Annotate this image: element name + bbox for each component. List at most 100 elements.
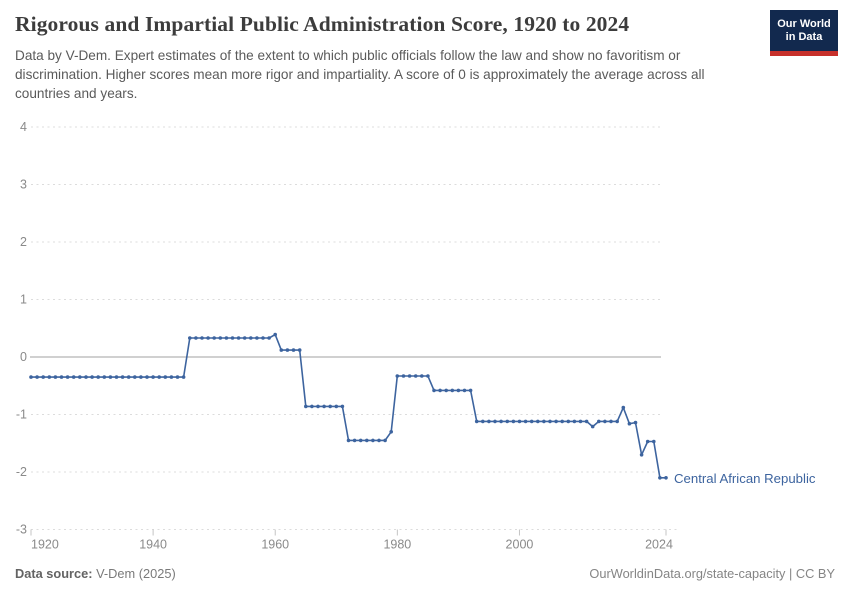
data-point-1928 <box>78 375 82 379</box>
data-point-2001 <box>523 419 528 424</box>
data-point-2023 <box>658 476 662 480</box>
data-point-1931 <box>96 375 100 379</box>
data-point-2017 <box>621 405 626 410</box>
data-point-1933 <box>108 375 113 379</box>
data-point-1994 <box>481 419 485 424</box>
data-point-1953 <box>230 336 235 340</box>
data-point-2003 <box>536 419 540 424</box>
data-point-2008 <box>566 419 571 424</box>
owid-logo[interactable]: Our World in Data <box>770 10 838 56</box>
data-point-1930 <box>90 375 94 379</box>
data-point-1947 <box>194 336 198 340</box>
data-point-1973 <box>352 438 357 443</box>
data-point-1921 <box>35 375 39 379</box>
data-point-2007 <box>560 419 564 424</box>
data-point-1948 <box>200 336 204 340</box>
data-point-1944 <box>175 375 180 379</box>
data-point-1992 <box>468 388 473 393</box>
data-point-1955 <box>242 336 247 340</box>
data-point-2021 <box>645 439 650 444</box>
data-point-1996 <box>493 419 497 424</box>
data-point-1983 <box>413 374 418 378</box>
data-point-1959 <box>267 336 271 340</box>
x-axis-label-1960: 1960 <box>261 538 289 552</box>
data-point-1988 <box>444 388 449 393</box>
data-point-1968 <box>322 404 326 409</box>
data-point-1978 <box>383 438 387 443</box>
data-point-2006 <box>554 419 558 424</box>
data-point-1972 <box>346 438 351 443</box>
chart-plot: 4 3 2 1 0 -1 -2 -3 1920 1940 1960 1980 2000 2024 Centr… <box>16 120 816 552</box>
data-point-1936 <box>126 375 131 379</box>
x-axis-label-1980: 1980 <box>383 538 411 552</box>
data-point-2018 <box>627 421 632 426</box>
data-point-1989 <box>450 388 455 393</box>
series-line-central-african-republic[interactable] <box>31 333 666 479</box>
data-point-1980 <box>395 374 400 378</box>
data-point-1938 <box>139 375 143 379</box>
data-point-1987 <box>438 388 442 393</box>
x-axis-label-2000: 2000 <box>506 538 534 552</box>
logo-line2: in Data <box>785 30 823 43</box>
data-point-1993 <box>474 419 479 424</box>
data-point-2014 <box>603 419 607 424</box>
data-point-1966 <box>310 404 314 409</box>
data-point-1935 <box>120 375 125 379</box>
data-point-1969 <box>328 404 333 409</box>
logo-line1: Our World <box>777 17 831 30</box>
data-point-2019 <box>633 420 638 425</box>
data-point-2010 <box>578 419 583 424</box>
y-axis-label--1: -1 <box>16 408 27 422</box>
data-point-1998 <box>505 419 510 424</box>
data-point-1925 <box>59 375 64 379</box>
data-point-2020 <box>639 453 644 457</box>
data-point-1945 <box>181 375 186 379</box>
data-point-1958 <box>261 336 265 340</box>
data-point-2009 <box>572 419 577 424</box>
data-point-2004 <box>542 419 546 424</box>
data-point-1982 <box>407 374 412 378</box>
data-point-1923 <box>47 375 52 379</box>
x-axis-label-1940: 1940 <box>139 538 167 552</box>
data-point-1974 <box>358 438 363 443</box>
data-point-1954 <box>236 336 241 340</box>
data-point-1981 <box>401 374 406 378</box>
data-point-2000 <box>517 419 522 424</box>
data-point-2011 <box>584 419 589 424</box>
citation-link[interactable]: OurWorldinData.org/state-capacity | CC B… <box>589 566 835 581</box>
data-point-1937 <box>133 375 137 379</box>
data-source: Data source: V-Dem (2025) <box>15 566 176 581</box>
x-axis-label-2024: 2024 <box>645 538 673 552</box>
data-source-label: Data source: <box>15 566 93 581</box>
data-point-1999 <box>511 419 516 424</box>
data-point-1932 <box>102 375 107 379</box>
data-point-2002 <box>529 419 534 424</box>
data-point-1924 <box>53 375 58 379</box>
entity-label[interactable]: Central African Republic <box>674 471 816 486</box>
data-point-1970 <box>334 404 339 409</box>
data-point-2016 <box>615 419 619 424</box>
data-point-1946 <box>188 336 192 340</box>
data-point-1926 <box>65 375 70 379</box>
data-point-1963 <box>291 348 296 352</box>
chart-subtitle: Data by V-Dem. Expert estimates of the e… <box>15 48 705 101</box>
data-point-1941 <box>157 375 161 379</box>
data-point-1922 <box>41 375 45 379</box>
data-point-1975 <box>365 438 369 443</box>
y-axis-label--3: -3 <box>16 523 27 537</box>
y-axis-label-2: 2 <box>20 235 27 249</box>
y-axis-label-4: 4 <box>20 120 27 134</box>
data-point-1979 <box>389 430 394 434</box>
data-point-1962 <box>285 348 290 352</box>
data-point-1949 <box>206 336 210 340</box>
data-point-1995 <box>487 419 491 424</box>
data-point-1976 <box>371 438 375 443</box>
data-point-1967 <box>316 404 320 409</box>
data-point-1977 <box>377 438 381 443</box>
data-point-1991 <box>462 388 467 393</box>
data-point-2012 <box>590 424 595 429</box>
data-point-1934 <box>114 375 119 379</box>
data-point-1997 <box>499 419 503 424</box>
data-point-1956 <box>249 336 253 340</box>
